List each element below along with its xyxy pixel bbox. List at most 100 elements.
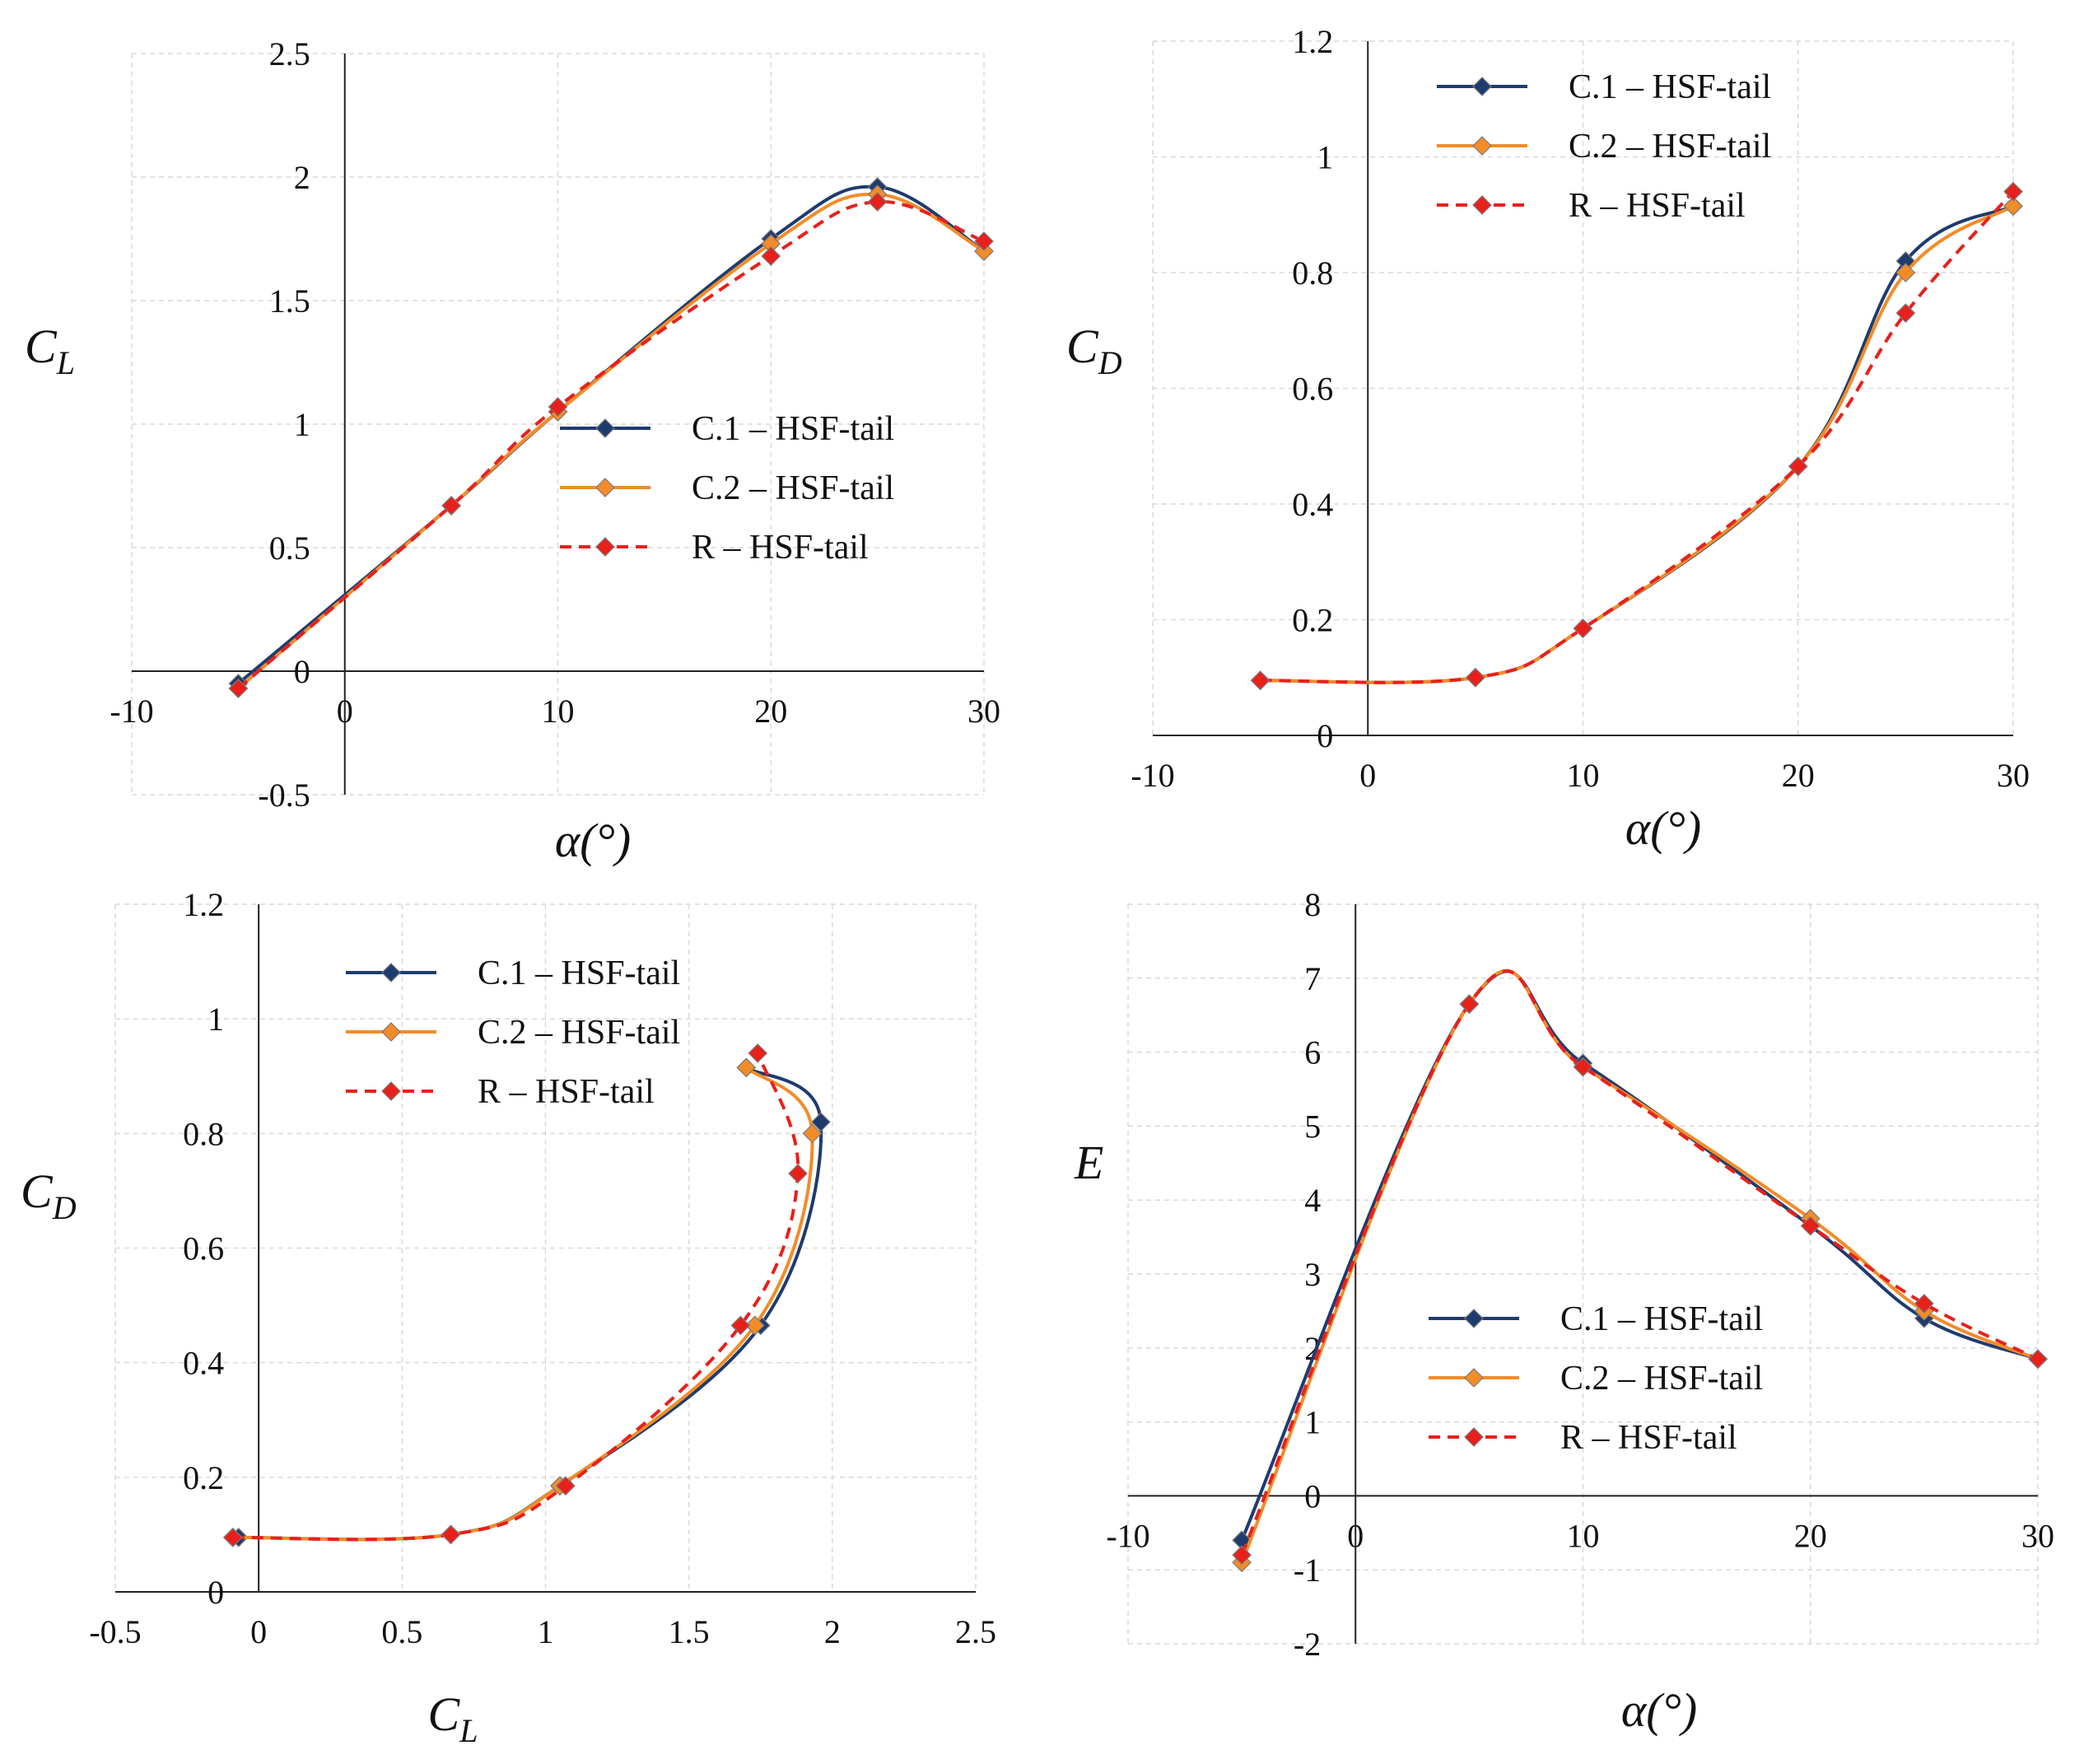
x-tick-label: -10 [1106,1517,1149,1554]
y-tick-label: 0.4 [1292,486,1333,523]
data-point-series-3 [1573,618,1593,638]
data-point-series-3 [761,246,781,266]
y-tick-label: 0.4 [183,1345,224,1382]
data-point-series-2 [744,1315,765,1336]
y-tick-label: 2 [294,159,310,196]
data-point-series-2 [2003,196,2023,217]
y-tick-label: 1 [1317,139,1333,176]
y-tick-label: 0 [1317,717,1333,754]
y-axis-label: CD [1066,320,1122,381]
y-tick-label: 0.2 [183,1459,224,1496]
x-tick-label: 2.5 [955,1613,996,1650]
y-tick-label: 4 [1304,1182,1321,1219]
y-tick-label: 1 [294,406,310,443]
x-tick-label: 0 [337,693,353,730]
y-axis-label-subscript: D [1098,344,1122,381]
data-point-series-3 [556,1476,576,1496]
series-line-2 [232,1066,814,1542]
data-point-series-3 [1573,1057,1593,1077]
x-tick-label: 10 [1567,1517,1600,1554]
data-point-series-3 [548,397,568,417]
data-point-series-3 [748,1043,768,1063]
data-point-series-3 [441,1524,461,1545]
legend-label-3: R – HSF-tail [1569,187,1746,225]
y-tick-label: 0 [207,1574,224,1611]
x-axis-label: α(°) [1625,801,1701,855]
series-line-3 [1260,190,2015,684]
x-tick-label: 0 [1359,757,1376,794]
x-tick-label: 2 [824,1613,841,1650]
data-point-series-3 [1466,667,1485,688]
series-line-1 [238,1066,823,1542]
y-tick-label: 0 [1304,1477,1321,1514]
legend-label-2: C.2 – HSF-tail [1560,1360,1763,1398]
legend-label-1: C.1 – HSF-tail [478,954,680,992]
drag-polar-chart: -0.5 0 0.5 1 1.5 2 2.5 0 0.2 0.4 0.6 0.8 1 1.2 CD CL C.1… [21,886,996,1749]
data-point-series-2 [974,241,994,261]
y-tick-label: 0.2 [1292,602,1333,639]
data-point-series-3 [2003,181,2023,202]
y-axis-label: CL [25,320,75,381]
x-tick-label: -10 [110,693,153,730]
y-axis-label: E [1074,1136,1103,1189]
x-tick-label: 0.5 [381,1613,422,1650]
legend-marker-1 [595,418,615,438]
legend-marker-1 [1472,77,1492,96]
data-point-series-2 [1895,263,1916,282]
series-line-3 [237,199,985,690]
data-point-series-3 [228,679,249,698]
legend-label-3: R – HSF-tail [1560,1419,1737,1457]
data-point-series-3 [1895,303,1916,324]
legend-label-3: R – HSF-tail [478,1073,655,1111]
y-tick-label: 5 [1304,1108,1321,1145]
y-tick-label: -0.5 [258,777,310,814]
legend-label-1: C.1 – HSF-tail [692,410,894,448]
data-point-series-3 [441,496,461,516]
legend-label-1: C.1 – HSF-tail [1560,1300,1763,1338]
x-tick-label: 10 [1567,757,1600,794]
x-tick-label: 20 [1782,757,1815,794]
x-tick-label: 0 [250,1613,267,1650]
data-point-series-3 [2028,1349,2048,1370]
x-tick-label: -0.5 [89,1613,141,1650]
y-tick-label: 0.5 [269,530,310,567]
y-tick-label: 6 [1304,1034,1321,1071]
y-tick-label: 1.2 [183,886,224,923]
data-point-series-1 [811,1112,831,1132]
x-tick-label: 1 [538,1613,554,1650]
legend-marker-3 [595,537,615,557]
data-point-series-2 [736,1057,757,1078]
x-tick-label: 0 [1347,1517,1364,1554]
y-tick-label: 7 [1304,960,1321,997]
data-point-series-2 [802,1123,823,1144]
series-line-3 [232,1052,800,1542]
data-point-series-3 [974,231,994,251]
legend-marker-2 [381,1022,401,1042]
data-point-series-3 [1459,994,1480,1015]
legend-label-2: C.2 – HSF-tail [1569,128,1771,166]
y-tick-label: 1.2 [1292,23,1333,60]
data-point-series-3 [867,192,888,212]
legend-marker-3 [1472,195,1492,215]
series-line-2 [1260,204,2015,684]
data-point-series-3 [1914,1294,1934,1314]
data-point-series-3 [730,1315,751,1336]
y-tick-label: 0 [294,653,310,690]
legend-label-1: C.1 – HSF-tail [1569,68,1771,106]
legend-marker-2 [595,478,615,497]
legend-label-3: R – HSF-tail [692,529,869,567]
y-tick-label: 0.8 [183,1115,224,1152]
y-tick-label: 3 [1304,1256,1321,1293]
cd-vs-alpha-chart: -10 0 10 20 30 0 0.2 0.4 0.6 0.8 1 1.2 CD α(°) C.1 – H… [1066,23,2030,855]
x-tick-label: 1.5 [669,1613,710,1650]
y-tick-label: 1.5 [269,282,310,320]
series-line-2 [1240,968,2039,1563]
y-tick-label: -2 [1294,1626,1321,1663]
x-axis-label: α(°) [1621,1683,1697,1737]
legend-marker-1 [1464,1309,1484,1328]
x-tick-label: 30 [2021,1517,2054,1554]
x-axis-label: CL [428,1687,478,1749]
data-point-series-3 [1800,1216,1821,1236]
y-axis-label-subscript: L [56,344,75,381]
x-tick-label: 10 [542,693,575,730]
